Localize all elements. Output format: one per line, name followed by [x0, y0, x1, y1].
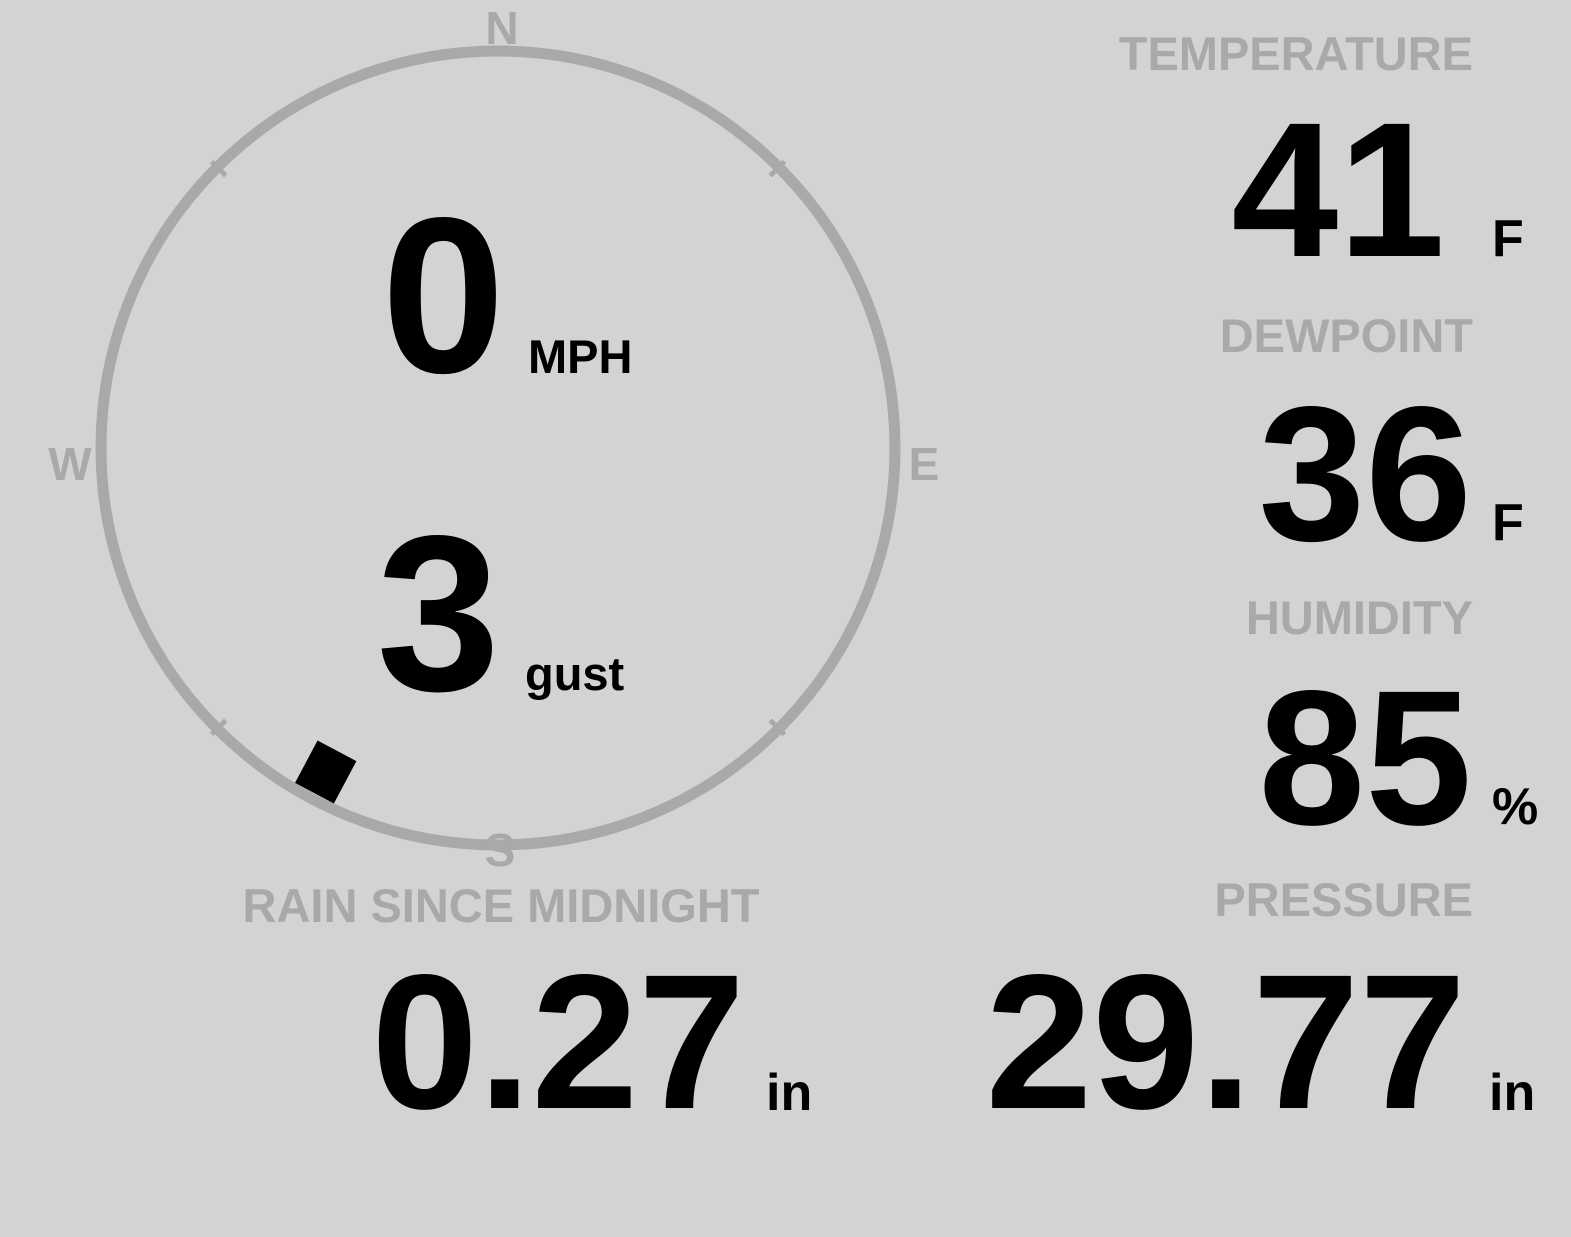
humidity-label: HUMIDITY: [1246, 591, 1473, 644]
compass-tick: [768, 159, 787, 178]
rain-panel: RAIN SINCE MIDNIGHT 0.27 in: [243, 879, 813, 1149]
wind-direction-marker: [295, 740, 357, 804]
compass-tick: [209, 159, 228, 178]
temperature-label: TEMPERATURE: [1119, 27, 1473, 80]
dewpoint-value: 36: [1258, 366, 1472, 581]
pressure-label: PRESSURE: [1214, 873, 1473, 926]
compass-tick: [209, 718, 228, 737]
pressure-panel: PRESSURE 29.77 in: [986, 873, 1536, 1149]
dewpoint-label: DEWPOINT: [1220, 309, 1474, 362]
wind-gust-value: 3: [377, 490, 500, 738]
rain-unit: in: [766, 1064, 812, 1122]
wind-speed-unit: MPH: [528, 330, 632, 383]
compass-west-label: W: [48, 438, 92, 490]
dewpoint-panel: DEWPOINT 36 F: [1220, 309, 1524, 581]
pressure-unit: in: [1489, 1064, 1535, 1122]
rain-label: RAIN SINCE MIDNIGHT: [243, 879, 760, 932]
compass-east-label: E: [909, 438, 940, 490]
compass-ring: [95, 45, 901, 851]
compass-tick: [768, 718, 787, 737]
temperature-value: 41: [1231, 82, 1445, 297]
temperature-unit: F: [1492, 210, 1524, 268]
dewpoint-unit: F: [1492, 494, 1524, 552]
compass-north-label: N: [485, 2, 518, 54]
compass-south-label: S: [485, 824, 516, 876]
wind-gust-unit: gust: [525, 647, 625, 700]
humidity-panel: HUMIDITY 85 %: [1246, 591, 1538, 865]
compass-ticks: [209, 159, 787, 737]
wind-compass: N S W E 0 MPH 3 gust: [48, 2, 939, 876]
pressure-value: 29.77: [986, 934, 1466, 1149]
humidity-unit: %: [1492, 778, 1538, 836]
temperature-panel: TEMPERATURE 41 F: [1119, 27, 1524, 297]
rain-value: 0.27: [371, 934, 745, 1149]
humidity-value: 85: [1258, 650, 1472, 865]
wind-speed-value: 0: [382, 172, 505, 420]
